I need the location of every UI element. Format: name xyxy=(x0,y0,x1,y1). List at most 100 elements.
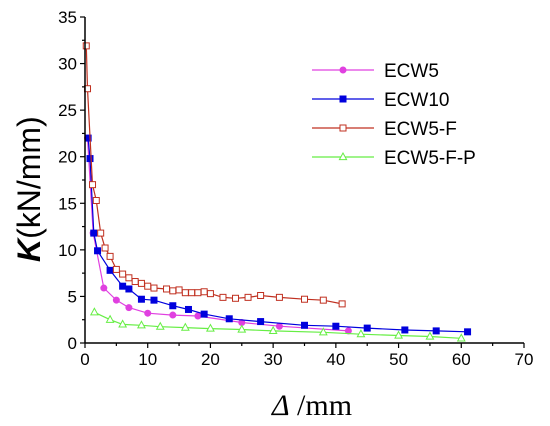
y-tick-label: 30 xyxy=(58,55,77,74)
data-point xyxy=(112,296,120,304)
series-ecw5-f xyxy=(82,42,346,308)
data-point xyxy=(219,293,227,301)
data-point xyxy=(106,266,114,274)
axes-layer: 0 10 20 30 40 50 60 70 0 5 10 15 20 25 30 35 xyxy=(58,8,533,369)
y-tick-label: 15 xyxy=(58,194,77,213)
data-point xyxy=(150,284,158,292)
legend-item: ECW5-F-P xyxy=(312,148,476,169)
data-point xyxy=(257,291,265,299)
data-point xyxy=(318,327,328,336)
data-point xyxy=(301,321,308,329)
series-line xyxy=(85,45,343,305)
data-point xyxy=(112,265,120,273)
data-point xyxy=(456,333,466,342)
data-point xyxy=(169,311,177,319)
data-point xyxy=(464,328,472,336)
data-point xyxy=(180,322,190,331)
series-ecw5 xyxy=(84,134,352,335)
data-point xyxy=(206,290,214,298)
data-point xyxy=(200,310,208,318)
y-axis-label: K(kN/mm) xyxy=(11,116,47,262)
data-point xyxy=(89,181,97,189)
legend-item: ECW5-F xyxy=(312,119,457,140)
series-line xyxy=(86,138,349,332)
legend: ECW5 ECW10 ECW5-F ECW5-F-P xyxy=(312,61,476,169)
data-point xyxy=(257,318,265,326)
x-tick-label: 30 xyxy=(264,350,283,369)
data-point xyxy=(244,293,252,301)
data-point xyxy=(94,247,102,255)
data-point xyxy=(268,325,278,334)
legend-marker xyxy=(339,124,347,132)
y-axis-symbol: K xyxy=(11,236,47,262)
data-point xyxy=(184,305,192,313)
data-point xyxy=(301,295,308,303)
data-point xyxy=(125,274,133,282)
legend-marker xyxy=(339,66,347,74)
data-point xyxy=(394,330,404,339)
data-point xyxy=(92,196,100,204)
legend-item: ECW10 xyxy=(312,90,449,111)
data-point xyxy=(101,244,109,252)
data-point xyxy=(425,331,435,340)
x-tick-label: 60 xyxy=(452,350,471,369)
data-point xyxy=(401,326,409,334)
data-point xyxy=(144,309,152,317)
data-point xyxy=(275,293,283,301)
x-tick-label: 70 xyxy=(515,350,534,369)
data-point xyxy=(100,284,108,292)
data-point xyxy=(89,307,99,316)
data-point xyxy=(119,270,127,278)
x-tick-label: 0 xyxy=(80,350,89,369)
x-axis-unit: /mm xyxy=(290,389,353,422)
data-point xyxy=(225,315,233,323)
y-axis-unit: (kN/mm) xyxy=(11,116,47,239)
data-point xyxy=(363,324,371,332)
y-tick-label: 25 xyxy=(58,101,77,120)
data-point xyxy=(150,296,158,304)
y-tick-label: 0 xyxy=(68,334,77,353)
data-point xyxy=(205,323,215,332)
y-tick-label: 35 xyxy=(58,8,77,27)
data-point xyxy=(275,322,283,330)
data-point xyxy=(118,319,128,328)
data-point xyxy=(155,321,165,330)
data-point xyxy=(332,322,340,330)
x-tick-label: 20 xyxy=(201,350,220,369)
data-point xyxy=(432,327,440,335)
data-point xyxy=(200,288,208,296)
x-tick-label: 10 xyxy=(138,350,157,369)
data-point xyxy=(137,320,146,329)
x-axis-symbol: Δ xyxy=(271,389,290,422)
legend-label: ECW5 xyxy=(384,61,439,82)
y-tick-label: 20 xyxy=(58,148,77,167)
data-point xyxy=(181,289,189,297)
data-point xyxy=(105,314,115,323)
data-point xyxy=(319,296,327,304)
x-axis-label: Δ /mm xyxy=(271,389,352,422)
data-point xyxy=(125,304,133,312)
data-point xyxy=(137,279,145,287)
legend-label: ECW5-F xyxy=(384,119,457,140)
data-point xyxy=(356,329,366,338)
data-point xyxy=(163,285,171,293)
data-point xyxy=(106,252,114,260)
data-point xyxy=(137,295,145,303)
legend-item: ECW5 xyxy=(312,61,439,82)
data-point xyxy=(338,300,346,308)
series-line xyxy=(94,311,462,339)
y-tick-label: 10 xyxy=(58,241,77,260)
data-point xyxy=(194,312,202,320)
data-point xyxy=(169,287,177,295)
legend-label: ECW5-F-P xyxy=(384,148,476,169)
data-point xyxy=(169,302,177,310)
data-point xyxy=(97,229,105,237)
data-point xyxy=(131,278,139,286)
data-point xyxy=(125,285,133,293)
data-point xyxy=(119,282,127,290)
series-ecw10 xyxy=(84,134,472,336)
data-point xyxy=(144,282,152,290)
x-tick-label: 50 xyxy=(389,350,408,369)
data-point xyxy=(82,42,90,50)
